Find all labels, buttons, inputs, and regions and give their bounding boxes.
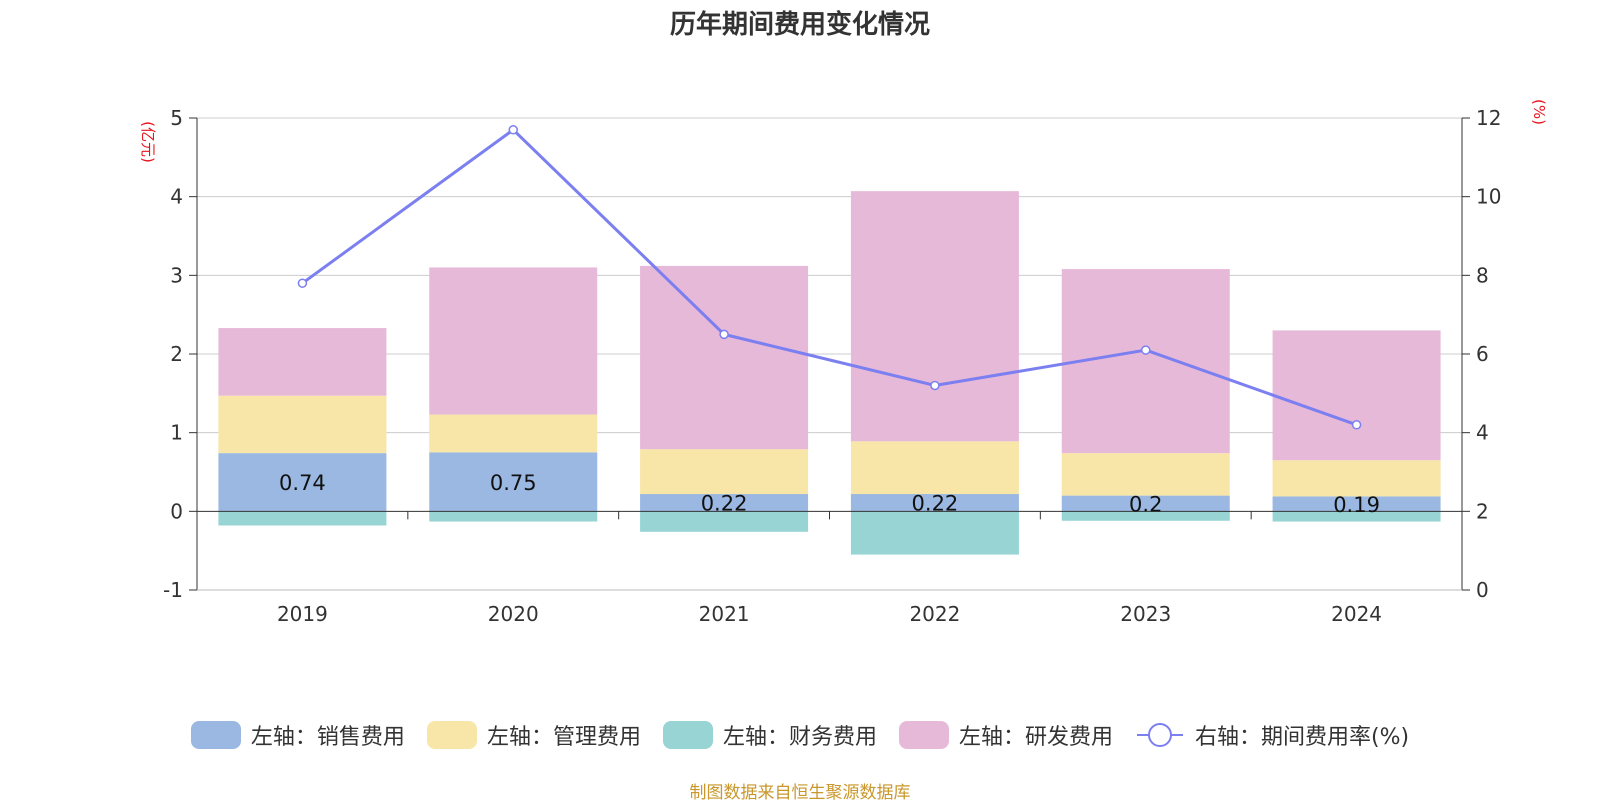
right-tick-label: 6 [1476,342,1489,366]
left-tick-label: 0 [170,499,183,523]
right-tick-label: 10 [1476,185,1501,209]
legend-label-expense-rate: 右轴：期间费用率(%) [1194,725,1410,750]
bar-series1-2024 [1272,460,1441,497]
legend-label-finance: 左轴：财务费用 [722,725,877,750]
bar-series0-2019 [218,453,387,512]
bar-series3-2024 [1272,330,1441,461]
expense-rate-point [1141,345,1151,355]
legend-label-rnd: 左轴：研发费用 [958,725,1113,750]
expense-rate-line [301,127,1358,427]
bar-series2-2023 [1061,511,1230,521]
x-tick-label: 2019 [277,602,328,626]
expense-rate-point [508,125,518,135]
left-tick-label: -1 [163,578,183,602]
right-axis-unit: (%) [1530,99,1548,125]
x-tick-label: 2024 [1331,602,1382,626]
bar-data-label: 0.74 [279,471,326,495]
bar-series2-2024 [1272,511,1441,522]
right-tick-label: 0 [1476,578,1489,602]
legend-item-finance[interactable]: 左轴：财务费用 [662,719,877,751]
expense-rate-point [297,278,308,288]
bar-series2-2020 [429,511,598,522]
legend-label-management: 左轴：管理费用 [486,725,641,750]
x-tick-label: 2021 [699,602,750,626]
bar-series3-2023 [1061,269,1230,454]
right-tick-label: 12 [1476,106,1501,130]
bar-series1-2023 [1061,453,1230,496]
bar-series3-2022 [850,191,1019,442]
legend-item-expense-rate[interactable]: 右轴：期间费用率(%) [1135,719,1409,751]
legend-line-marker-icon [1136,723,1183,747]
right-tick-label: 2 [1476,499,1489,523]
legend-swatch-management [426,721,477,749]
left-tick-label: 5 [170,106,183,130]
expense-rate-point [930,380,940,391]
bar-series1-2021 [640,449,809,495]
legend-swatch-rnd [898,721,949,749]
bar-series2-2021 [640,511,809,532]
left-tick-label: 4 [170,185,183,209]
bar-series1-2022 [850,441,1019,495]
bar-series1-2020 [429,414,598,453]
left-tick-label: 1 [170,421,183,445]
left-tick-label: 3 [170,263,183,287]
left-tick-label: 2 [170,342,183,366]
legend-item-rnd[interactable]: 左轴：研发费用 [898,719,1113,751]
right-tick-label: 8 [1476,263,1489,287]
bar-data-label: 0.19 [1333,493,1380,517]
bar-series3-2020 [429,267,598,415]
bar-series2-2019 [218,511,387,526]
bar-series3-2021 [640,265,809,450]
legend-item-management[interactable]: 左轴：管理费用 [426,719,641,751]
bar-data-label: 0.22 [912,492,959,516]
expense-rate-point [1351,420,1362,430]
legend-swatch-sales [190,721,241,749]
bar-series0-2024 [1272,496,1441,512]
bar-series2-2022 [850,511,1019,555]
bar-data-label: 0.75 [490,471,537,495]
bar-data-label: 0.2 [1129,492,1162,516]
x-tick-label: 2020 [488,602,539,626]
bar-data-label: 0.22 [701,492,748,516]
legend-swatch-finance [662,721,713,749]
x-tick-label: 2023 [1120,602,1171,626]
bar-series0-2021 [640,494,809,512]
left-axis-unit: (亿元) [139,121,157,163]
chart-title: 历年期间费用变化情况 [669,10,930,40]
chart-legend: 左轴：销售费用 左轴：管理费用 左轴：财务费用 左轴：研发费用 右轴：期间费用率… [0,719,1600,751]
bar-series0-2023 [1061,495,1230,512]
expense-rate-point [719,329,729,340]
bar-series0-2022 [850,494,1019,512]
legend-item-sales[interactable]: 左轴：销售费用 [190,719,405,751]
bar-series1-2019 [218,395,387,454]
source-note: 制图数据来自恒生聚源数据库 [689,783,911,803]
bar-series3-2019 [218,328,387,396]
x-tick-label: 2022 [909,602,960,626]
right-tick-label: 4 [1476,421,1489,445]
legend-label-sales: 左轴：销售费用 [250,725,405,750]
bar-series0-2020 [429,452,598,512]
